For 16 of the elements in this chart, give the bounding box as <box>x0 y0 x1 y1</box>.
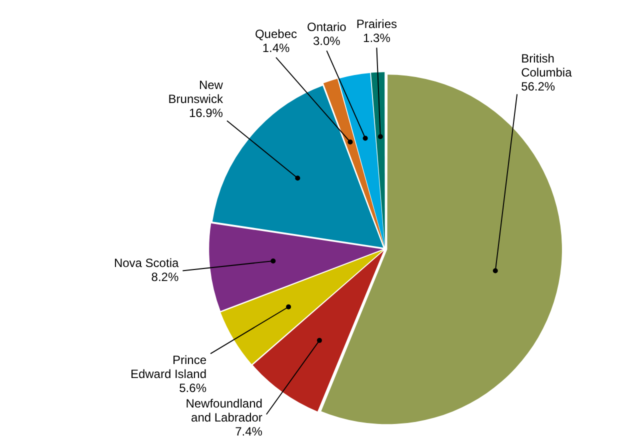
data-label: 7.4% <box>235 424 263 438</box>
slice-label: Quebec <box>254 26 298 41</box>
slice-label: Nova Scotia <box>114 256 179 270</box>
slice-label: Prairies <box>356 16 398 31</box>
data-label: 5.6% <box>179 381 207 395</box>
data-label: 56.2% <box>521 79 556 94</box>
data-label: 8.2% <box>151 270 179 284</box>
data-label: 1.3% <box>363 30 391 45</box>
slice-label: Newfoundland and Labrador <box>186 396 262 424</box>
slice-label: New Brunswick <box>168 78 224 106</box>
slice-label: British Columbia <box>521 51 572 80</box>
data-label: 3.0% <box>313 34 341 48</box>
slice-label: Ontario <box>307 20 347 34</box>
data-label: 1.4% <box>262 40 290 55</box>
slice-label: Prince Edward Island <box>130 353 207 381</box>
data-label: 16.9% <box>188 106 224 120</box>
